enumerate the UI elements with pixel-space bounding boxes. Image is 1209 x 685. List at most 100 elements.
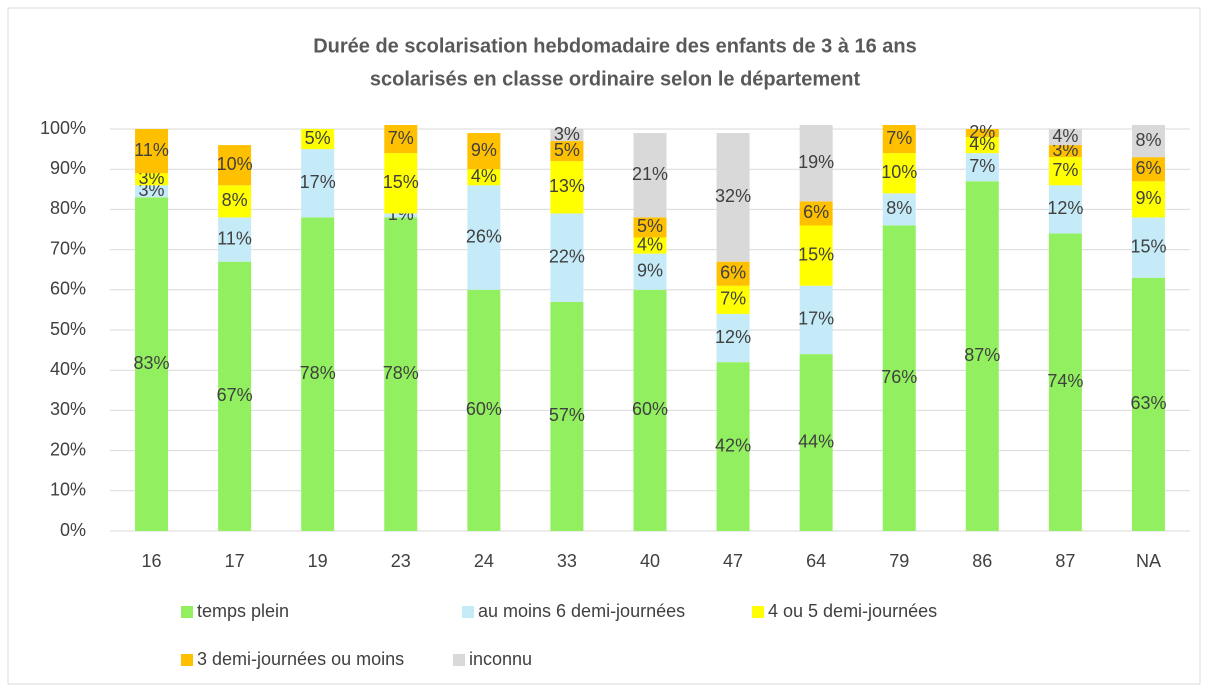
data-label: 7%	[720, 289, 746, 309]
data-label: 15%	[798, 244, 834, 264]
y-tick-label: 20%	[50, 439, 86, 459]
bar-segment	[633, 217, 667, 238]
data-label: 6%	[1135, 158, 1161, 178]
legend-label: au moins 6 demi-journées	[478, 601, 685, 621]
bar-segment	[799, 201, 833, 226]
data-label: 8%	[886, 198, 912, 218]
data-label: 21%	[632, 164, 668, 184]
data-label: 60%	[466, 399, 502, 419]
bar-segment	[550, 129, 584, 142]
bar-segment	[1048, 145, 1082, 158]
data-label: 12%	[715, 327, 751, 347]
y-tick-label: 80%	[50, 198, 86, 218]
data-label: 4%	[969, 134, 995, 154]
bar-segment	[218, 145, 252, 186]
data-label: 32%	[715, 186, 751, 206]
bar-segment	[1048, 129, 1082, 146]
legend-label: 4 ou 5 demi-journées	[768, 601, 937, 621]
data-label: 42%	[715, 435, 751, 455]
y-tick-label: 100%	[40, 118, 86, 138]
legend-swatch	[453, 654, 465, 666]
data-label: 10%	[881, 162, 917, 182]
data-label: 57%	[549, 405, 585, 425]
bar-segment	[882, 153, 916, 194]
data-label: 4%	[637, 234, 663, 254]
data-label: 13%	[549, 176, 585, 196]
bar-segment	[301, 129, 335, 150]
data-label: 15%	[383, 172, 419, 192]
y-tick-label: 10%	[50, 480, 86, 500]
bar-segment	[965, 137, 999, 154]
data-label: 19%	[798, 152, 834, 172]
data-label: 7%	[1052, 160, 1078, 180]
bar-segment	[1131, 157, 1165, 182]
y-tick-label: 70%	[50, 238, 86, 258]
bar-segment	[384, 217, 418, 531]
data-label: 83%	[134, 353, 170, 373]
chart-border	[7, 7, 1201, 685]
bar-segment	[135, 185, 169, 198]
bar-segment	[1131, 277, 1165, 531]
data-label: 4%	[1052, 126, 1078, 146]
legend-swatch	[181, 606, 193, 618]
bar-segment	[301, 217, 335, 531]
legend-swatch	[462, 606, 474, 618]
bar-segment	[716, 285, 750, 314]
legend-swatch	[752, 606, 764, 618]
data-label: 12%	[1047, 198, 1083, 218]
bar-segment	[550, 301, 584, 531]
data-label: 8%	[1135, 130, 1161, 150]
bar-segment	[550, 161, 584, 214]
data-label: 9%	[1135, 188, 1161, 208]
legend-label: temps plein	[197, 601, 289, 621]
data-label: 5%	[305, 128, 331, 148]
bar-segment	[799, 225, 833, 286]
x-tick-label: 23	[391, 551, 411, 571]
data-label: 63%	[1130, 393, 1166, 413]
data-label: 44%	[798, 431, 834, 451]
data-label: 11%	[217, 228, 252, 248]
data-label: 15%	[1130, 236, 1166, 256]
x-tick-label: 16	[142, 551, 162, 571]
bar-segment	[135, 129, 169, 174]
bar-segment	[882, 124, 916, 154]
x-tick-label: 19	[308, 551, 328, 571]
data-label: 67%	[217, 385, 253, 405]
data-label: 7%	[388, 128, 414, 148]
bar-segment	[384, 153, 418, 214]
bar-segment	[467, 185, 501, 290]
legend-label: inconnu	[469, 649, 532, 669]
bar-segment	[1131, 124, 1165, 158]
bar-segment	[799, 285, 833, 355]
bar-segment	[799, 354, 833, 531]
bar-segment	[716, 133, 750, 262]
y-tick-label: 30%	[50, 399, 86, 419]
bar-segment	[1131, 181, 1165, 218]
bar-segment	[1048, 233, 1082, 531]
y-tick-label: 40%	[50, 359, 86, 379]
data-label: 78%	[383, 363, 419, 383]
x-tick-label: 40	[640, 551, 660, 571]
bar-segment	[799, 124, 833, 202]
bar-segment	[218, 217, 252, 262]
bar-segment	[1131, 217, 1165, 278]
data-label: 60%	[632, 399, 668, 419]
bar-segment	[965, 181, 999, 531]
bar-segment	[1048, 157, 1082, 186]
data-label: 9%	[471, 140, 497, 160]
data-label: 78%	[300, 363, 336, 383]
data-label: 4%	[471, 166, 497, 186]
bar-segment	[135, 197, 169, 531]
bar-segment	[467, 169, 501, 186]
data-label: 9%	[637, 260, 663, 280]
x-tick-label: NA	[1136, 551, 1161, 571]
data-label: 26%	[466, 226, 502, 246]
x-tick-label: 47	[723, 551, 743, 571]
bar-segment	[716, 362, 750, 531]
legend-label: 3 demi-journées ou moins	[197, 649, 404, 669]
bar-segment	[633, 289, 667, 531]
data-label: 5%	[637, 216, 663, 236]
y-tick-label: 50%	[50, 319, 86, 339]
x-tick-label: 24	[474, 551, 494, 571]
bar-segment	[550, 141, 584, 162]
